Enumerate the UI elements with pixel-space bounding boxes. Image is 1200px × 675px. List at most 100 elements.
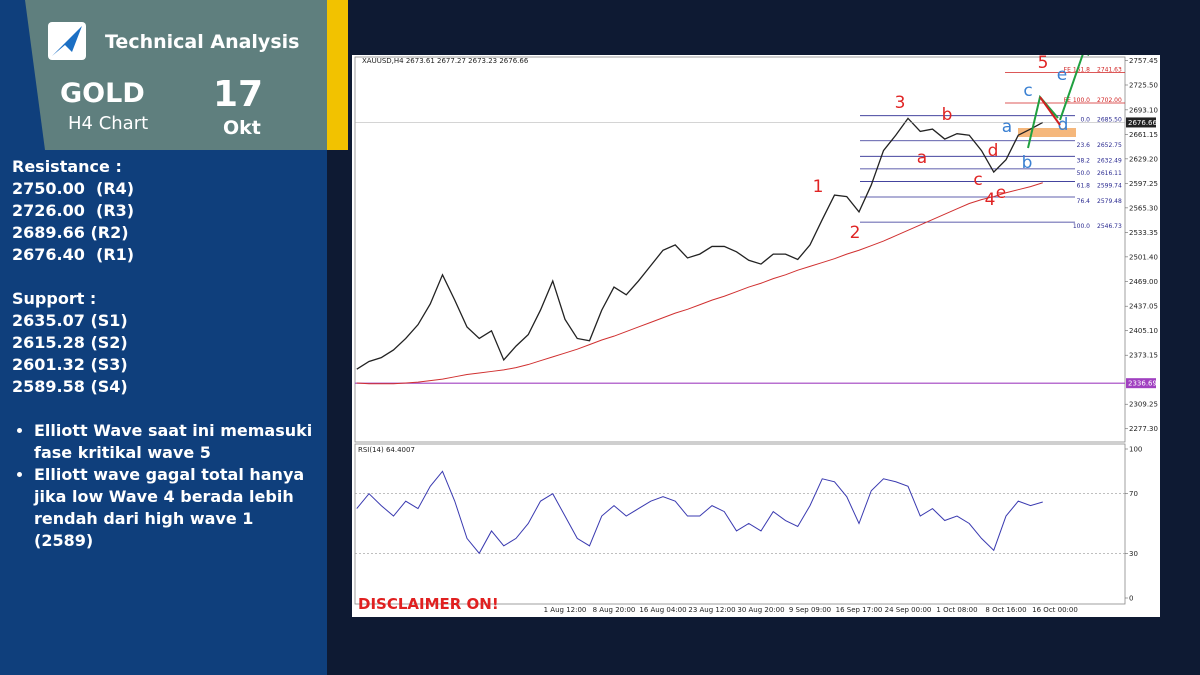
- logo-arrow: [52, 26, 82, 56]
- support-level: 2589.58 (S4): [12, 377, 128, 396]
- fe-price: 2741.63: [1097, 67, 1122, 74]
- x-tick-label: 16 Aug 04:00: [639, 606, 686, 614]
- resistance-level: 2689.66 (R2): [12, 223, 129, 242]
- month: Okt: [223, 117, 261, 139]
- fib-ratio: 38.2: [1077, 157, 1091, 164]
- fib-price: 2685.50: [1097, 117, 1122, 124]
- header-box: [25, 0, 327, 150]
- wave-label: a: [1002, 117, 1012, 137]
- fib-ratio: 0.0: [1080, 117, 1090, 124]
- chart-bg: [352, 55, 1160, 617]
- support-level: 2615.28 (S2): [12, 333, 128, 352]
- projection-arrow: [1059, 55, 1084, 121]
- wave-label: 2: [850, 223, 861, 243]
- header: Technical Analysis GOLD H4 Chart 17 Okt: [25, 0, 348, 150]
- last-price-box: [1126, 117, 1156, 128]
- series-line: [356, 117, 1044, 370]
- wave-label: c: [1023, 81, 1032, 101]
- rsi-frame: [354, 443, 1126, 605]
- x-tick-label: 8 Oct 16:00: [985, 606, 1026, 614]
- fib-price: 2579.48: [1097, 198, 1122, 205]
- fib-ratio: 61.8: [1077, 182, 1091, 189]
- note: Elliott Wave saat ini memasuki fase krit…: [34, 420, 317, 464]
- x-tick-label: 23 Aug 12:00: [688, 606, 735, 614]
- fib-ratio: 50.0: [1077, 170, 1091, 177]
- support-label: Support :: [12, 289, 97, 308]
- y-tick-label: 2597.25: [1129, 180, 1158, 188]
- x-tick-label: 24 Sep 00:00: [885, 606, 932, 614]
- x-tick-label: 16 Sep 17:00: [836, 606, 883, 614]
- x-tick-label: 1 Aug 12:00: [544, 606, 587, 614]
- disclaimer: DISCLAIMER ON!: [358, 595, 499, 613]
- price-frame: [354, 56, 1126, 443]
- support-level: 2601.32 (S3): [12, 355, 128, 374]
- note: Elliott wave gagal total hanya jika low …: [34, 464, 317, 552]
- support-level: 2635.07 (S1): [12, 311, 128, 330]
- wave-label: a: [917, 148, 927, 168]
- notes: Elliott Wave saat ini memasuki fase krit…: [12, 420, 317, 552]
- x-tick-label: 1 Oct 08:00: [936, 606, 977, 614]
- fe-ratio: FE 100.0: [1064, 97, 1091, 104]
- wave-label: 4: [985, 190, 996, 210]
- header-strip: [327, 0, 348, 150]
- fib-ratio: 100.0: [1073, 223, 1090, 230]
- resistance-level: 2750.00 (R4): [12, 179, 135, 198]
- chart-title: XAUUSD,H4 2673.61 2677.27 2673.23 2676.6…: [362, 57, 529, 65]
- fib-price: 2599.74: [1097, 182, 1122, 189]
- arrow-head: [1086, 55, 1089, 56]
- series-line: [356, 182, 1043, 385]
- y-tick-label: 2437.05: [1129, 303, 1158, 311]
- rsi-title: RSI(14) 64.4007: [358, 446, 415, 454]
- fib-price: 2546.73: [1097, 223, 1122, 230]
- symbol: GOLD: [60, 78, 145, 109]
- y-tick-label: 100: [1129, 446, 1142, 454]
- x-tick-label: 8 Aug 20:00: [593, 606, 636, 614]
- fib-price: 2616.11: [1097, 170, 1122, 177]
- x-tick-label: 9 Sep 09:00: [789, 606, 831, 614]
- price-box: [1126, 378, 1156, 389]
- y-tick-label: 2629.20: [1129, 155, 1158, 163]
- wave-label: b: [1022, 153, 1033, 173]
- fe-price: 2702.00: [1097, 97, 1122, 104]
- chart: XAUUSD,H4 2673.61 2677.27 2673.23 2676.6…: [352, 55, 1160, 617]
- fib-price: 2652.75: [1097, 142, 1122, 149]
- x-tick-label: 30 Aug 20:00: [737, 606, 784, 614]
- y-tick-label: 2533.35: [1129, 229, 1158, 237]
- y-tick-label: 30: [1129, 550, 1138, 558]
- header-title: Technical Analysis: [105, 31, 299, 53]
- y-tick-label: 2725.50: [1129, 81, 1158, 89]
- wave-label: e: [996, 183, 1006, 203]
- wave-label: 1: [813, 177, 824, 197]
- y-tick-label: 2757.45: [1129, 57, 1158, 65]
- y-tick-label: 2661.15: [1129, 131, 1158, 139]
- fib-ratio: 23.6: [1077, 142, 1091, 149]
- y-tick-label: 2373.15: [1129, 352, 1158, 360]
- fib-price: 2632.49: [1097, 157, 1122, 164]
- y-tick-label: 2469.00: [1129, 278, 1158, 286]
- resistance-level: 2676.40 (R1): [12, 245, 135, 264]
- wave-label: d: [988, 141, 999, 161]
- price-box-label: 2336.69: [1128, 380, 1157, 388]
- y-tick-label: 2277.30: [1129, 425, 1158, 433]
- info: Resistance : 2750.00 (R4) 2726.00 (R3) 2…: [12, 156, 317, 552]
- y-tick-label: 2565.30: [1129, 204, 1158, 212]
- wave-label: c: [973, 170, 982, 190]
- day: 17: [213, 74, 263, 115]
- y-tick-label: 0: [1129, 595, 1133, 603]
- wave-label: 3: [895, 93, 906, 113]
- wave-label: d: [1058, 115, 1069, 135]
- resistance-label: Resistance :: [12, 157, 122, 176]
- timeframe: H4 Chart: [68, 113, 148, 134]
- projection-arrow: [1039, 96, 1061, 126]
- wave-label: b: [942, 105, 953, 125]
- y-tick-label: 2501.40: [1129, 253, 1158, 261]
- wave-label: 5: [1038, 55, 1049, 73]
- target-zone: [1018, 128, 1076, 137]
- y-tick-label: 2693.10: [1129, 106, 1158, 114]
- last-price-label: 2676.66: [1128, 119, 1157, 127]
- x-tick-label: 16 Oct 00:00: [1032, 606, 1078, 614]
- wave-label: e: [1057, 65, 1067, 85]
- y-tick-label: 2309.25: [1129, 401, 1158, 409]
- fib-ratio: 76.4: [1077, 198, 1091, 205]
